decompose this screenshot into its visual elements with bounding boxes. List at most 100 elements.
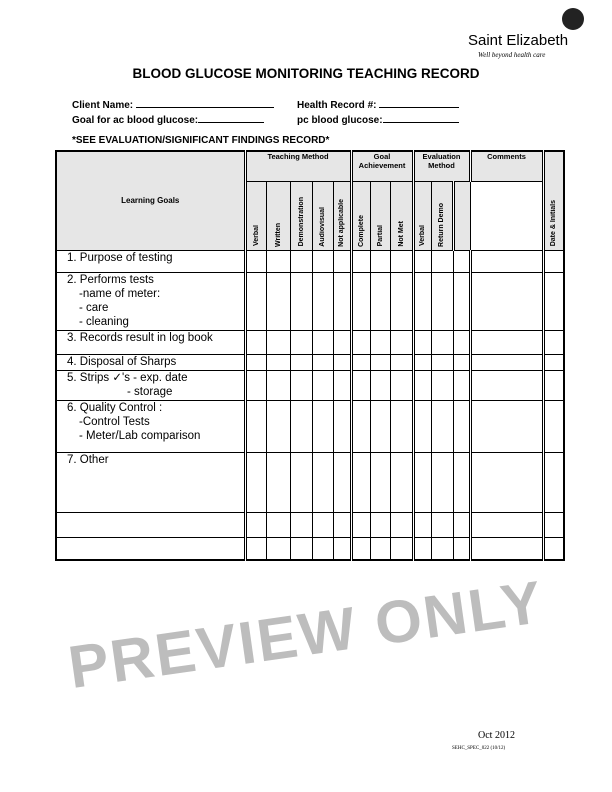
entry-cell[interactable] — [430, 271, 454, 331]
entry-cell[interactable] — [468, 536, 544, 561]
entry-cell[interactable] — [265, 399, 291, 453]
entry-cell[interactable] — [289, 353, 313, 371]
entry-cell[interactable] — [369, 536, 391, 561]
entry-cell[interactable] — [289, 399, 313, 453]
entry-cell[interactable] — [468, 271, 544, 331]
entry-cell[interactable] — [349, 329, 371, 355]
entry-cell[interactable] — [452, 399, 471, 453]
entry-cell[interactable] — [369, 249, 391, 273]
entry-cell[interactable] — [541, 536, 565, 561]
entry-cell[interactable] — [452, 353, 471, 371]
entry-cell[interactable] — [289, 271, 313, 331]
entry-cell[interactable] — [452, 369, 471, 401]
entry-cell[interactable] — [430, 511, 454, 538]
entry-cell[interactable] — [265, 249, 291, 273]
entry-cell[interactable] — [468, 353, 544, 371]
entry-cell[interactable] — [243, 329, 267, 355]
entry-cell[interactable] — [389, 369, 414, 401]
goal-ac-input[interactable] — [198, 112, 265, 123]
entry-cell[interactable] — [411, 536, 432, 561]
entry-cell[interactable] — [265, 271, 291, 331]
entry-cell[interactable] — [243, 249, 267, 273]
entry-cell[interactable] — [265, 329, 291, 355]
entry-cell[interactable] — [243, 369, 267, 401]
entry-cell[interactable] — [389, 399, 414, 453]
entry-cell[interactable] — [311, 399, 334, 453]
entry-cell[interactable] — [311, 329, 334, 355]
entry-cell[interactable] — [289, 329, 313, 355]
entry-cell[interactable] — [369, 451, 391, 513]
entry-cell[interactable] — [332, 536, 352, 561]
entry-cell[interactable] — [265, 353, 291, 371]
entry-cell[interactable] — [289, 451, 313, 513]
entry-cell[interactable] — [430, 451, 454, 513]
entry-cell[interactable] — [243, 451, 267, 513]
entry-cell[interactable] — [311, 369, 334, 401]
entry-cell[interactable] — [389, 249, 414, 273]
entry-cell[interactable] — [430, 399, 454, 453]
entry-cell[interactable] — [265, 369, 291, 401]
entry-cell[interactable] — [468, 511, 544, 538]
entry-cell[interactable] — [411, 329, 432, 355]
entry-cell[interactable] — [430, 249, 454, 273]
entry-cell[interactable] — [452, 249, 471, 273]
entry-cell[interactable] — [411, 399, 432, 453]
entry-cell[interactable] — [349, 451, 371, 513]
entry-cell[interactable] — [349, 271, 371, 331]
entry-cell[interactable] — [452, 271, 471, 331]
health-record-input[interactable] — [379, 97, 460, 108]
entry-cell[interactable] — [468, 329, 544, 355]
entry-cell[interactable] — [541, 399, 565, 453]
entry-cell[interactable] — [311, 249, 334, 273]
entry-cell[interactable] — [430, 329, 454, 355]
entry-cell[interactable] — [541, 329, 565, 355]
entry-cell[interactable] — [389, 353, 414, 371]
entry-cell[interactable] — [411, 353, 432, 371]
entry-cell[interactable] — [369, 271, 391, 331]
entry-cell[interactable] — [349, 369, 371, 401]
entry-cell[interactable] — [265, 511, 291, 538]
entry-cell[interactable] — [265, 451, 291, 513]
entry-cell[interactable] — [243, 271, 267, 331]
entry-cell[interactable] — [541, 511, 565, 538]
entry-cell[interactable] — [411, 451, 432, 513]
entry-cell[interactable] — [332, 271, 352, 331]
entry-cell[interactable] — [311, 271, 334, 331]
entry-cell[interactable] — [369, 353, 391, 371]
entry-cell[interactable] — [349, 511, 371, 538]
entry-cell[interactable] — [265, 536, 291, 561]
entry-cell[interactable] — [430, 353, 454, 371]
entry-cell[interactable] — [452, 536, 471, 561]
entry-cell[interactable] — [289, 369, 313, 401]
entry-cell[interactable] — [430, 536, 454, 561]
entry-cell[interactable] — [369, 329, 391, 355]
entry-cell[interactable] — [349, 536, 371, 561]
entry-cell[interactable] — [311, 353, 334, 371]
entry-cell[interactable] — [332, 249, 352, 273]
entry-cell[interactable] — [468, 369, 544, 401]
entry-cell[interactable] — [369, 369, 391, 401]
entry-cell[interactable] — [468, 399, 544, 453]
entry-cell[interactable] — [389, 271, 414, 331]
entry-cell[interactable] — [389, 536, 414, 561]
entry-cell[interactable] — [411, 271, 432, 331]
entry-cell[interactable] — [332, 451, 352, 513]
entry-cell[interactable] — [411, 249, 432, 273]
entry-cell[interactable] — [452, 329, 471, 355]
entry-cell[interactable] — [289, 249, 313, 273]
entry-cell[interactable] — [411, 511, 432, 538]
entry-cell[interactable] — [289, 536, 313, 561]
entry-cell[interactable] — [243, 399, 267, 453]
entry-cell[interactable] — [430, 369, 454, 401]
entry-cell[interactable] — [369, 511, 391, 538]
entry-cell[interactable] — [349, 399, 371, 453]
entry-cell[interactable] — [332, 353, 352, 371]
entry-cell[interactable] — [541, 271, 565, 331]
entry-cell[interactable] — [541, 369, 565, 401]
client-name-input[interactable] — [135, 97, 274, 108]
entry-cell[interactable] — [411, 369, 432, 401]
entry-cell[interactable] — [541, 353, 565, 371]
entry-cell[interactable] — [349, 249, 371, 273]
entry-cell[interactable] — [311, 451, 334, 513]
entry-cell[interactable] — [389, 451, 414, 513]
